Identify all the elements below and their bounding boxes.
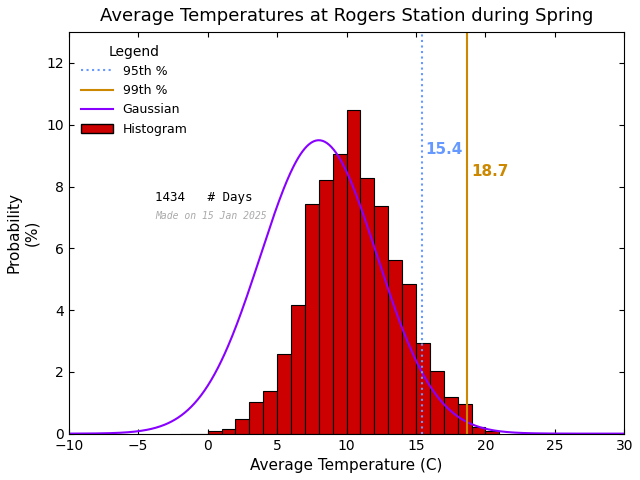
95th % (418, 431, 426, 436)
Gaussian (608, 431, 616, 436)
Bar (360, 178, 374, 433)
Gaussian (522, 430, 529, 436)
Bar (305, 204, 319, 433)
Bar (374, 205, 388, 433)
Text: 1434   # Days: 1434 # Days (155, 191, 252, 204)
Bar (416, 343, 430, 433)
Line: Gaussian: Gaussian (68, 140, 624, 433)
Bar (250, 401, 263, 433)
Bar (444, 397, 458, 433)
Gaussian (333, 152, 341, 157)
Bar (458, 404, 472, 433)
Bar (221, 429, 236, 433)
Legend: 95th %, 99th %, Gaussian, Histogram: 95th %, 99th %, Gaussian, Histogram (75, 38, 194, 142)
Gaussian (65, 431, 72, 436)
Bar (333, 154, 346, 433)
Bar (485, 432, 499, 433)
Bar (207, 432, 221, 433)
99th % (463, 400, 471, 406)
Gaussian (367, 233, 374, 239)
Gaussian (397, 321, 404, 327)
Bar (430, 371, 444, 433)
95th % (418, 400, 426, 406)
Bar (236, 419, 250, 433)
Text: 18.7: 18.7 (472, 164, 509, 179)
Bar (263, 391, 277, 433)
99th % (463, 431, 471, 436)
X-axis label: Average Temperature (C): Average Temperature (C) (250, 458, 443, 473)
Text: 15.4: 15.4 (426, 142, 463, 157)
Bar (291, 304, 305, 433)
Bar (472, 427, 485, 433)
Bar (402, 284, 416, 433)
Y-axis label: Probability
(%): Probability (%) (7, 192, 39, 273)
Gaussian (620, 431, 628, 436)
Bar (319, 180, 333, 433)
Title: Average Temperatures at Rogers Station during Spring: Average Temperatures at Rogers Station d… (100, 7, 593, 25)
Gaussian (316, 137, 323, 143)
Text: Made on 15 Jan 2025: Made on 15 Jan 2025 (155, 211, 266, 221)
Bar (346, 109, 360, 433)
Gaussian (330, 147, 337, 153)
Bar (388, 260, 402, 433)
Bar (277, 354, 291, 433)
